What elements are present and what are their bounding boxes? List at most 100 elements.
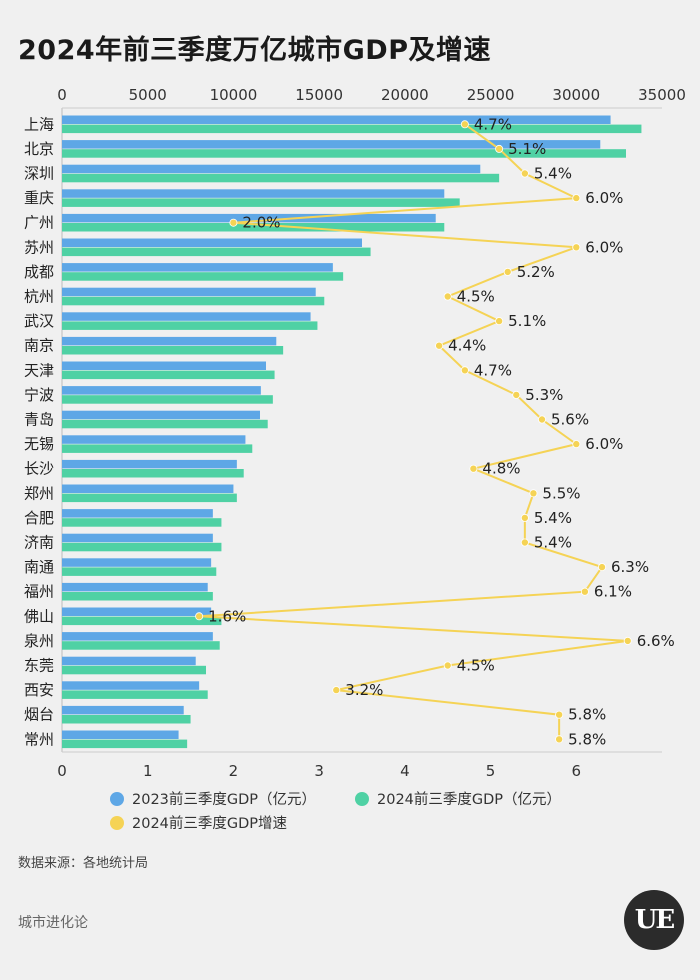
- bar-gdp2023: [62, 263, 333, 272]
- growth-data-label: 4.5%: [457, 288, 495, 306]
- growth-data-label: 6.0%: [585, 189, 623, 207]
- growth-point: [512, 390, 521, 399]
- growth-point: [538, 415, 547, 424]
- category-label: 南京: [24, 337, 54, 355]
- category-label: 西安: [24, 681, 54, 699]
- bar-gdp2023: [62, 681, 200, 690]
- bar-gdp2024: [62, 173, 500, 183]
- growth-data-label: 6.6%: [637, 632, 675, 650]
- brand-name: 城市进化论: [18, 915, 88, 931]
- bar-gdp2023: [62, 705, 184, 715]
- category-label: 杭州: [24, 288, 54, 306]
- bar-gdp2024: [62, 518, 222, 527]
- top-axis-tick-label: 15000: [295, 86, 343, 104]
- growth-point: [572, 440, 581, 449]
- bar-gdp2024: [62, 370, 275, 380]
- growth-point: [555, 710, 564, 719]
- category-label: 重庆: [24, 189, 54, 207]
- growth-data-label: 5.1%: [508, 312, 546, 330]
- category-label: 济南: [24, 534, 54, 552]
- bar-gdp2023: [62, 238, 362, 247]
- growth-point: [555, 735, 564, 744]
- growth-point: [460, 366, 469, 375]
- category-label: 广州: [24, 214, 54, 232]
- category-label: 合肥: [24, 509, 54, 527]
- source-note: 数据来源：各地统计局: [18, 856, 149, 871]
- legend-swatch-growth: [110, 815, 124, 830]
- bar-gdp2023: [62, 410, 260, 420]
- growth-data-label: 4.4%: [448, 337, 486, 355]
- growth-point: [623, 636, 632, 645]
- bar-gdp2023: [62, 435, 246, 444]
- growth-data-label: 5.4%: [534, 165, 572, 183]
- bar-gdp2024: [62, 198, 460, 207]
- bar-gdp2024: [62, 739, 188, 749]
- growth-data-label: 6.1%: [594, 583, 632, 601]
- growth-point: [195, 612, 204, 621]
- growth-data-label: 4.5%: [457, 657, 495, 675]
- category-label: 宁波: [24, 386, 54, 404]
- chart-title: 2024年前三季度万亿城市GDP及增速: [18, 35, 492, 66]
- bar-gdp2023: [62, 484, 234, 493]
- bottom-axis-tick-label: 4: [400, 762, 410, 780]
- growth-point: [332, 686, 341, 695]
- bar-gdp2023: [62, 361, 266, 370]
- top-axis-tick-label: 30000: [552, 86, 600, 104]
- legend-label-growth: 2024前三季度GDP增速: [132, 816, 288, 832]
- category-label: 东莞: [24, 657, 54, 675]
- growth-point: [495, 317, 504, 326]
- bar-gdp2024: [62, 272, 344, 281]
- top-axis-tick-label: 20000: [381, 86, 429, 104]
- growth-point: [460, 120, 469, 129]
- growth-data-label: 6.0%: [585, 435, 623, 453]
- bottom-axis-tick-label: 2: [229, 762, 239, 780]
- growth-data-label: 6.0%: [585, 238, 623, 256]
- legend-item-gdp2024: 2024前三季度GDP（亿元）: [355, 788, 561, 809]
- bottom-axis-tick-label: 1: [143, 762, 153, 780]
- growth-data-label: 5.8%: [568, 730, 606, 748]
- growth-line: [199, 123, 628, 740]
- growth-point: [435, 341, 444, 350]
- bar-gdp2023: [62, 164, 481, 174]
- growth-point: [520, 169, 529, 178]
- bar-gdp2024: [62, 296, 325, 306]
- growth-data-label: 5.3%: [525, 386, 563, 404]
- bar-gdp2023: [62, 582, 208, 592]
- category-label: 青岛: [24, 411, 54, 429]
- bar-gdp2023: [62, 115, 611, 124]
- category-label: 泉州: [24, 632, 54, 650]
- category-label: 成都: [24, 263, 54, 281]
- growth-point: [495, 144, 504, 153]
- growth-data-label: 1.6%: [208, 607, 246, 625]
- growth-point: [520, 513, 529, 522]
- bar-gdp2024: [62, 493, 237, 503]
- bar-gdp2024: [62, 124, 642, 134]
- growth-data-label: 5.8%: [568, 706, 606, 724]
- bar-gdp2024: [62, 567, 217, 576]
- bar-gdp2024: [62, 321, 318, 330]
- top-axis-tick-label: 10000: [210, 86, 258, 104]
- bar-gdp2024: [62, 690, 208, 699]
- bar-gdp2024: [62, 223, 445, 232]
- category-label: 上海: [24, 115, 54, 133]
- category-label: 长沙: [24, 460, 54, 478]
- growth-point: [520, 538, 529, 547]
- growth-data-label: 4.8%: [482, 460, 520, 478]
- growth-point: [572, 243, 581, 252]
- legend-swatch-gdp2023: [110, 791, 124, 806]
- category-label: 无锡: [24, 435, 54, 453]
- bottom-axis-tick-label: 5: [486, 762, 496, 780]
- growth-data-label: 5.6%: [551, 411, 589, 429]
- bar-gdp2024: [62, 665, 206, 675]
- bar-gdp2024: [62, 149, 626, 158]
- bar-gdp2023: [62, 558, 212, 567]
- growth-point: [503, 267, 512, 276]
- growth-point: [580, 587, 589, 596]
- bottom-axis-tick-label: 6: [572, 762, 582, 780]
- bar-gdp2023: [62, 189, 445, 198]
- growth-data-label: 5.4%: [534, 509, 572, 527]
- bar-gdp2023: [62, 607, 212, 616]
- category-label: 天津: [24, 361, 54, 379]
- category-label: 福州: [24, 583, 54, 601]
- category-label: 烟台: [24, 706, 54, 724]
